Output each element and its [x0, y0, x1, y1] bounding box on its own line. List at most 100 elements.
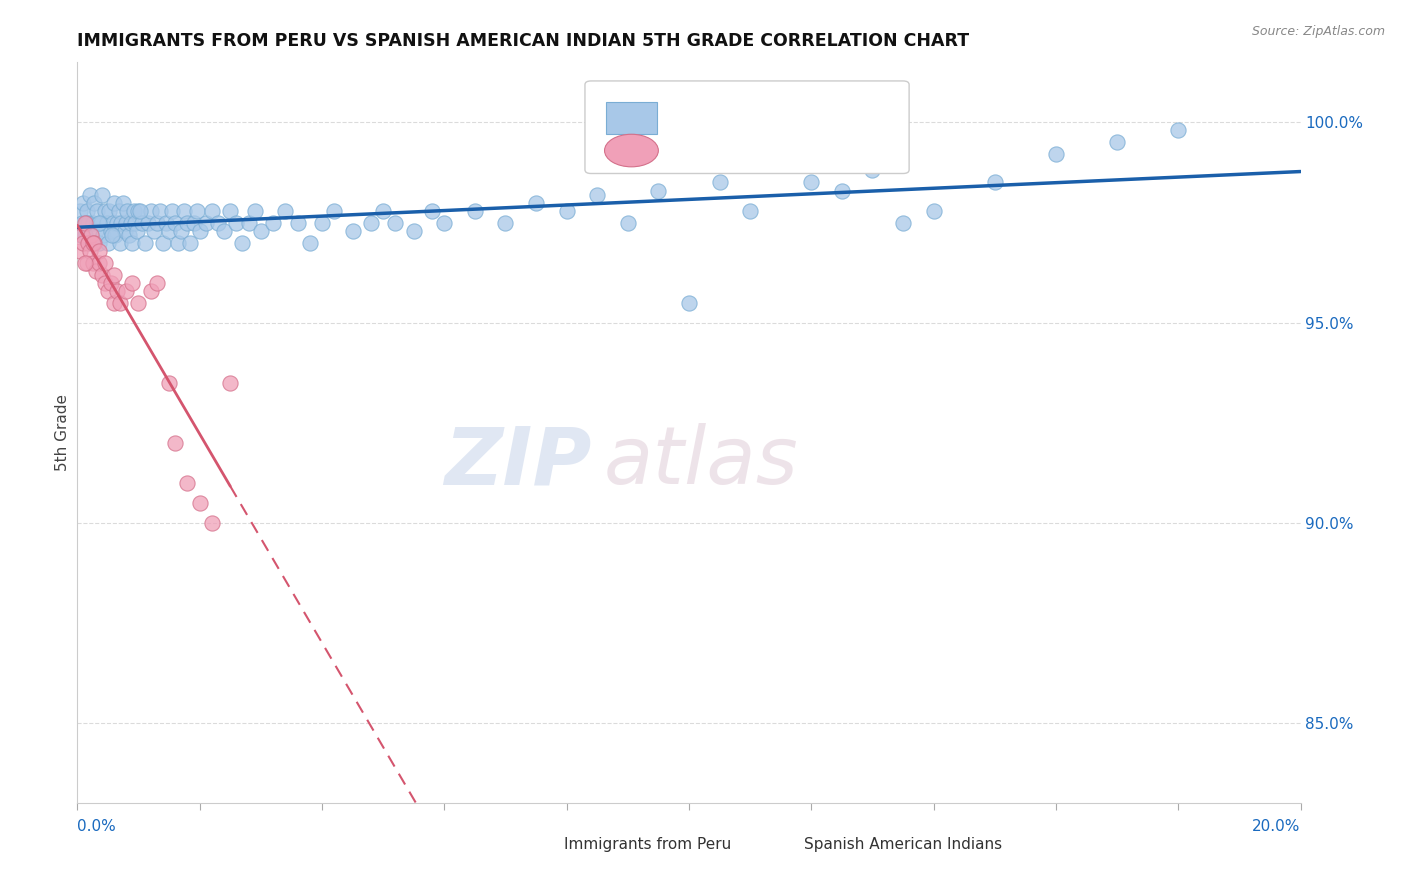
Point — [117, 203, 139, 218]
Circle shape — [605, 135, 658, 167]
Point — [323, 203, 346, 218]
Point — [70, 215, 93, 229]
Point — [128, 203, 150, 218]
Point — [186, 203, 208, 218]
Point — [170, 223, 193, 237]
Point — [105, 284, 128, 298]
Point — [157, 223, 180, 237]
Text: ZIP: ZIP — [444, 423, 591, 501]
Point — [862, 163, 884, 178]
Point — [127, 203, 149, 218]
Point — [311, 215, 333, 229]
Text: R = 0.070: R = 0.070 — [671, 142, 754, 160]
Point — [555, 203, 578, 218]
Point — [617, 215, 640, 229]
Point — [108, 203, 131, 218]
Point — [86, 203, 108, 218]
Point — [90, 268, 112, 282]
Point — [464, 203, 486, 218]
Point — [80, 235, 103, 250]
Point — [176, 215, 198, 229]
Point — [274, 203, 297, 218]
Point — [77, 235, 100, 250]
Point — [112, 195, 135, 210]
Point — [103, 268, 125, 282]
Point — [76, 255, 98, 269]
Point — [100, 276, 122, 290]
Point — [100, 223, 122, 237]
Point — [167, 235, 190, 250]
Point — [678, 295, 700, 310]
Point — [384, 215, 406, 229]
Point — [740, 203, 762, 218]
Point — [90, 187, 112, 202]
Point — [73, 255, 96, 269]
Point — [82, 235, 104, 250]
Point — [72, 235, 94, 250]
Point — [586, 187, 609, 202]
Point — [342, 223, 364, 237]
Point — [139, 284, 162, 298]
Point — [73, 227, 96, 242]
Point — [83, 235, 105, 250]
Point — [108, 295, 131, 310]
Point — [131, 215, 153, 229]
Point — [70, 227, 93, 242]
FancyBboxPatch shape — [530, 832, 557, 856]
Point — [108, 235, 131, 250]
Point — [96, 215, 118, 229]
Text: 0.0%: 0.0% — [77, 819, 117, 834]
Point — [922, 203, 945, 218]
Point — [201, 516, 224, 530]
Point — [84, 263, 107, 277]
Text: atlas: atlas — [603, 423, 799, 501]
Point — [82, 215, 104, 229]
Point — [124, 215, 146, 229]
Point — [100, 227, 122, 242]
Point — [225, 215, 247, 229]
Point — [72, 195, 94, 210]
Point — [146, 276, 169, 290]
Point — [146, 215, 169, 229]
Point — [127, 223, 149, 237]
Text: Immigrants from Peru: Immigrants from Peru — [564, 837, 731, 852]
Point — [87, 244, 110, 258]
Point — [103, 295, 125, 310]
Text: Spanish American Indians: Spanish American Indians — [804, 837, 1002, 852]
Point — [524, 195, 547, 210]
Point — [420, 203, 443, 218]
Point — [94, 203, 117, 218]
Point — [183, 215, 205, 229]
Point — [115, 284, 138, 298]
Point — [800, 176, 823, 190]
Point — [984, 176, 1007, 190]
Point — [90, 215, 112, 229]
Point — [77, 215, 100, 229]
Point — [831, 184, 853, 198]
Text: N =  35: N = 35 — [780, 142, 844, 160]
Point — [89, 215, 111, 229]
Point — [173, 203, 195, 218]
Point — [219, 376, 242, 390]
Point — [80, 235, 103, 250]
Point — [298, 235, 321, 250]
Point — [201, 203, 224, 218]
Point — [121, 235, 143, 250]
Y-axis label: 5th Grade: 5th Grade — [55, 394, 70, 471]
Point — [142, 223, 165, 237]
Point — [243, 203, 266, 218]
Point — [219, 203, 242, 218]
Point — [94, 276, 117, 290]
Point — [371, 203, 394, 218]
Point — [121, 276, 143, 290]
Point — [250, 223, 273, 237]
Point — [73, 215, 96, 229]
Text: N = 105: N = 105 — [780, 106, 849, 124]
Point — [84, 223, 107, 237]
Point — [188, 223, 211, 237]
Point — [118, 227, 141, 242]
Point — [69, 203, 91, 218]
Point — [179, 235, 201, 250]
Point — [70, 227, 93, 242]
Point — [105, 215, 128, 229]
